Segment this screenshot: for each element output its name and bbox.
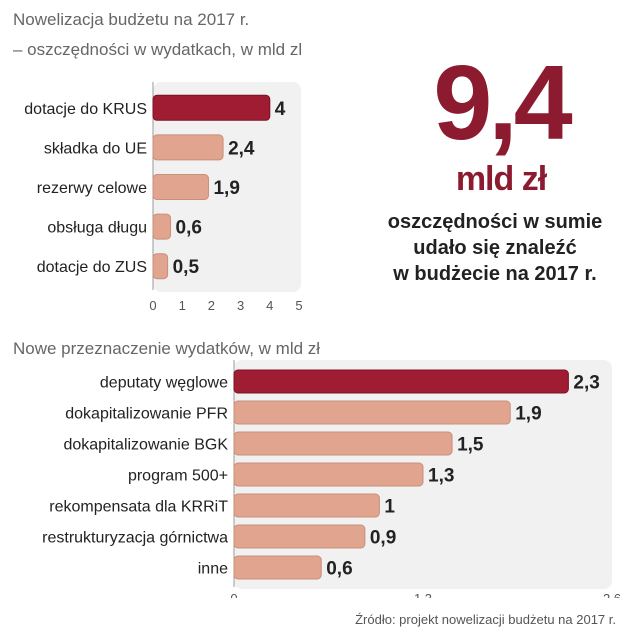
tick-label: 4	[266, 298, 273, 311]
chart2-title: Nowe przeznaczenie wydatków, w mld zł	[13, 339, 321, 358]
bar	[152, 134, 224, 161]
category-label: deputaty węglowe	[100, 375, 228, 392]
summary-line1: oszczędności w sumie	[387, 211, 603, 233]
bar	[152, 253, 169, 280]
bar	[233, 369, 569, 394]
bar	[152, 94, 271, 121]
bar	[152, 213, 172, 240]
bar	[152, 174, 209, 200]
source-note: Źródło: projekt nowelizacji budżetu na 2…	[355, 612, 616, 627]
value-label: 0,6	[176, 218, 202, 239]
value-label: 1	[384, 497, 395, 518]
chart1-title-line2: – oszczędności w wydatkach, w mld zl	[13, 40, 303, 59]
category-label: rekompensata dla KRRiT	[49, 499, 228, 516]
category-label: dotacje do ZUS	[37, 259, 147, 276]
category-label: dokapitalizowanie BGK	[63, 437, 228, 454]
tick-label: 0	[230, 591, 237, 598]
tick-label: 3	[237, 298, 244, 311]
bar	[233, 555, 322, 580]
total-savings-unit: mld zł	[455, 160, 547, 198]
value-label: 2,3	[573, 373, 599, 394]
category-label: składka do UE	[44, 140, 147, 157]
bar	[233, 524, 366, 549]
tick-label: 5	[295, 298, 302, 311]
category-label: obsługa długu	[47, 220, 147, 237]
category-label: dotacje do KRUS	[24, 101, 147, 118]
tick-label: 1,3	[414, 591, 432, 598]
value-label: 0,5	[173, 257, 200, 278]
total-savings-value: 9,4	[433, 44, 572, 162]
value-label: 2,4	[228, 138, 255, 159]
value-label: 1,9	[515, 404, 541, 425]
value-label: 0,9	[370, 528, 396, 549]
category-label: program 500+	[128, 468, 228, 485]
bar	[233, 462, 424, 487]
tick-label: 0	[149, 298, 156, 311]
summary-text: oszczędności w sumie udało się znaleźć w…	[352, 209, 638, 287]
bar	[233, 431, 453, 456]
value-label: 4	[275, 99, 286, 120]
tick-label: 1	[179, 298, 186, 311]
category-label: dokapitalizowanie PFR	[65, 406, 228, 423]
value-label: 1,3	[428, 466, 454, 487]
tick-label: 2,6	[603, 591, 621, 598]
new-spending-chart: 0 1,3 2,6 deputaty węglowe 2,3 dokapitalizowa…	[42, 360, 621, 598]
value-label: 1,9	[213, 178, 239, 199]
category-label: rezerwy celowe	[37, 180, 147, 197]
bar	[233, 493, 380, 518]
summary-line3: w budżecie na 2017 r.	[393, 263, 597, 285]
category-label: restrukturyzacja górnictwa	[42, 530, 228, 547]
tick-label: 2	[208, 298, 215, 311]
bar	[233, 400, 511, 425]
value-label: 0,6	[326, 559, 352, 580]
summary-line2: udało się znaleźć	[413, 237, 577, 259]
chart1-title-line1: Nowelizacja budżetu na 2017 r.	[13, 10, 250, 29]
savings-chart: 0 1 2 3 4 5 dotacje do KRUS 4 składka do UE 2,4 re…	[24, 82, 303, 311]
category-label: inne	[198, 561, 228, 578]
value-label: 1,5	[457, 435, 484, 456]
